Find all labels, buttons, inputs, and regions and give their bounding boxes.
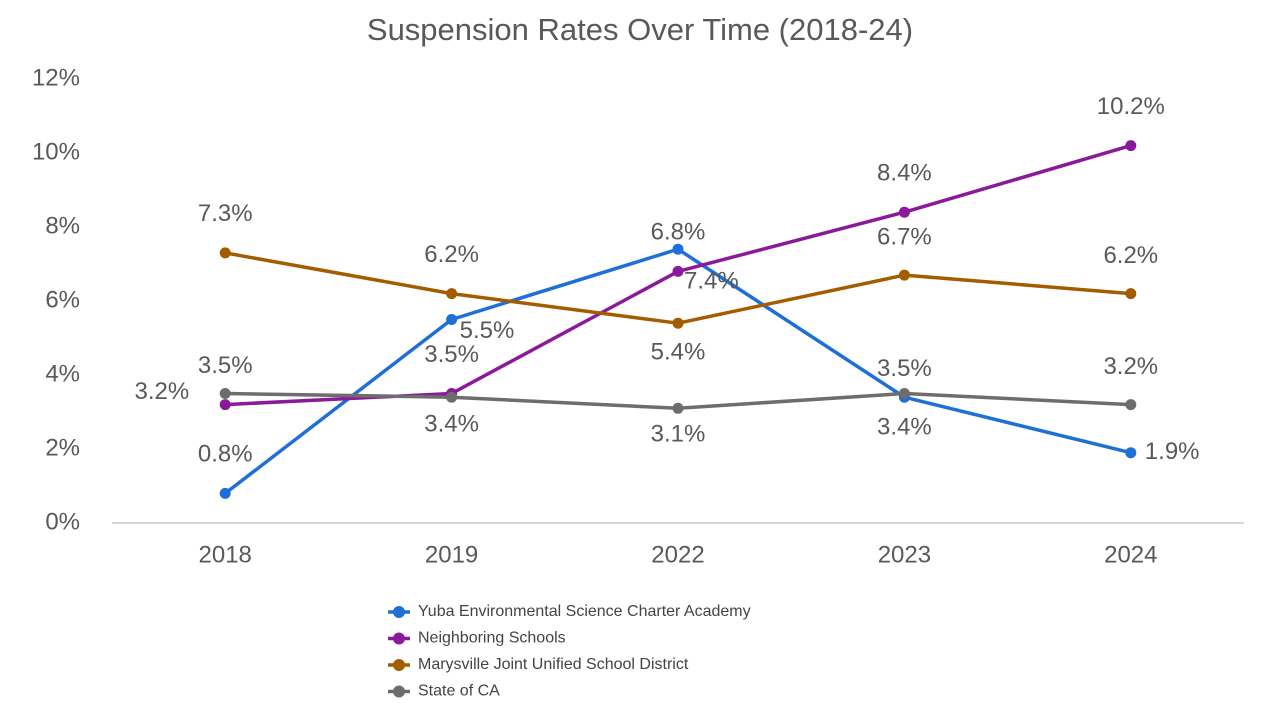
data-point (672, 243, 684, 255)
data-label: 5.5% (460, 317, 515, 344)
data-label: 5.4% (651, 339, 706, 366)
data-point (219, 399, 231, 411)
x-tick-label: 2019 (425, 541, 478, 568)
data-point (672, 317, 684, 329)
data-label: 3.5% (424, 341, 479, 368)
y-tick-label: 4% (45, 360, 80, 387)
data-label: 7.3% (198, 200, 253, 227)
data-label: 6.2% (1103, 242, 1158, 269)
data-label: 6.2% (424, 241, 479, 268)
data-point (898, 269, 910, 281)
data-label: 3.5% (198, 352, 253, 379)
x-tick-label: 2022 (651, 541, 704, 568)
data-label: 0.8% (198, 441, 253, 468)
legend-marker (393, 632, 405, 645)
data-label: 3.4% (424, 411, 479, 438)
x-tick-label: 2023 (878, 541, 931, 568)
data-label: 10.2% (1097, 93, 1165, 120)
legend-marker (393, 685, 405, 698)
data-point (446, 314, 458, 325)
data-label: 6.7% (877, 223, 932, 250)
data-point (1125, 288, 1137, 300)
data-point (672, 402, 684, 414)
data-point (219, 487, 231, 499)
data-label: 6.8% (651, 219, 706, 246)
data-point (446, 391, 458, 403)
y-tick-label: 6% (45, 286, 80, 313)
data-point (219, 247, 231, 259)
data-label: 3.2% (1103, 353, 1158, 380)
data-point (1125, 140, 1137, 152)
y-tick-label: 12% (32, 64, 80, 91)
y-tick-label: 8% (45, 212, 80, 239)
data-label: 3.5% (877, 355, 932, 382)
legend-label: Marysville Joint Unified School District (418, 656, 689, 673)
data-point (672, 265, 684, 277)
data-point (1125, 447, 1137, 459)
data-point (898, 388, 910, 399)
x-tick-label: 2018 (199, 541, 252, 568)
data-point (898, 206, 910, 218)
chart-title: Suspension Rates Over Time (2018-24) (367, 12, 913, 47)
y-tick-label: 10% (32, 138, 80, 165)
legend-label: Yuba Environmental Science Charter Acade… (418, 603, 751, 620)
legend-marker (393, 659, 405, 671)
y-tick-label: 0% (45, 508, 80, 535)
data-point (219, 388, 231, 399)
legend-marker (393, 606, 405, 618)
data-point (1125, 399, 1137, 411)
x-tick-label: 2024 (1104, 541, 1157, 568)
data-label: 3.1% (651, 421, 706, 448)
data-label: 7.4% (684, 268, 739, 295)
data-label: 8.4% (877, 160, 932, 187)
data-label: 1.9% (1145, 438, 1200, 465)
data-label: 3.2% (134, 378, 189, 405)
legend-label: Neighboring Schools (418, 630, 566, 647)
legend-label: State of CA (418, 683, 500, 700)
data-label: 3.4% (877, 414, 932, 441)
data-point (446, 288, 458, 300)
y-tick-label: 2% (45, 434, 80, 461)
